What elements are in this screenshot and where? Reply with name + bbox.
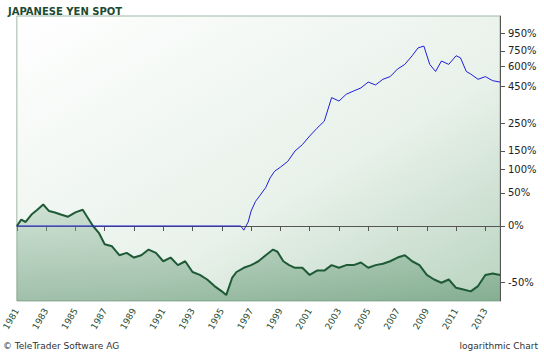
svg-text:2013: 2013 [470, 306, 490, 331]
svg-text:950%: 950% [508, 28, 537, 39]
svg-text:2001: 2001 [294, 306, 314, 331]
svg-text:1995: 1995 [206, 306, 226, 331]
svg-text:2007: 2007 [382, 306, 402, 331]
svg-text:1987: 1987 [89, 306, 109, 331]
svg-text:2011: 2011 [440, 306, 460, 331]
svg-text:logarithmic Chart: logarithmic Chart [460, 341, 539, 351]
svg-text:© TeleTrader Software AG: © TeleTrader Software AG [3, 341, 119, 351]
svg-text:50%: 50% [508, 187, 530, 198]
svg-text:1983: 1983 [30, 306, 50, 331]
svg-text:1985: 1985 [60, 306, 80, 331]
svg-text:-50%: -50% [508, 277, 534, 288]
svg-text:0%: 0% [508, 220, 524, 231]
svg-text:1993: 1993 [177, 306, 197, 331]
svg-text:2009: 2009 [411, 306, 431, 331]
svg-text:1981: 1981 [1, 306, 21, 331]
svg-text:1997: 1997 [235, 306, 255, 331]
svg-text:750%: 750% [508, 45, 537, 56]
svg-text:2003: 2003 [323, 306, 343, 331]
svg-text:1991: 1991 [147, 306, 167, 331]
svg-text:100%: 100% [508, 164, 537, 175]
svg-text:JAPANESE YEN SPOT: JAPANESE YEN SPOT [7, 6, 122, 17]
svg-text:150%: 150% [508, 145, 537, 156]
svg-text:2005: 2005 [352, 306, 372, 331]
svg-text:450%: 450% [508, 81, 537, 92]
svg-text:1989: 1989 [118, 306, 138, 331]
svg-text:600%: 600% [508, 61, 537, 72]
svg-text:250%: 250% [508, 118, 537, 129]
svg-text:1999: 1999 [265, 306, 285, 331]
